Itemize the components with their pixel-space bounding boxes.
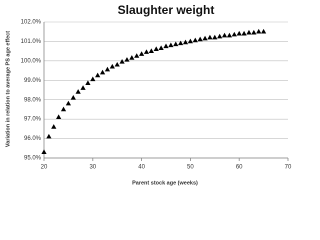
marker xyxy=(173,41,179,47)
x-tick-label: 40 xyxy=(138,165,145,171)
chart-title: Slaughter weight xyxy=(118,3,215,17)
marker xyxy=(207,34,213,40)
y-tick-label: 97.0% xyxy=(24,117,42,123)
y-tick-label: 99.0% xyxy=(24,78,42,84)
marker xyxy=(139,51,145,56)
marker xyxy=(202,35,208,41)
y-tick-label: 95.0% xyxy=(24,156,42,162)
marker xyxy=(75,89,81,94)
marker xyxy=(192,37,198,43)
x-tick-label: 70 xyxy=(285,165,292,171)
x-tick-label: 50 xyxy=(187,165,194,171)
marker xyxy=(65,100,71,106)
marker xyxy=(251,29,257,35)
marker xyxy=(99,69,106,75)
marker xyxy=(109,63,115,69)
x-axis-title: Parent stock age (weeks) xyxy=(132,180,198,186)
marker xyxy=(246,29,252,35)
y-tick-label: 96.0% xyxy=(24,136,42,142)
marker xyxy=(95,72,101,78)
marker xyxy=(182,39,189,45)
y-tick-label: 98.0% xyxy=(24,97,42,103)
marker xyxy=(148,48,154,53)
marker xyxy=(178,40,184,46)
marker xyxy=(134,53,140,58)
marker xyxy=(231,31,237,37)
y-tick-label: 102.0% xyxy=(21,20,42,26)
marker xyxy=(168,42,174,48)
marker xyxy=(226,32,233,38)
marker xyxy=(256,28,262,34)
marker xyxy=(104,66,111,72)
marker xyxy=(56,114,62,119)
marker xyxy=(143,49,150,54)
marker xyxy=(46,133,52,139)
marker xyxy=(80,85,86,90)
x-tick-label: 60 xyxy=(236,165,243,171)
marker xyxy=(236,30,242,36)
marker xyxy=(221,32,228,38)
marker xyxy=(197,36,203,42)
y-axis-title: Variation in relation to average PS age … xyxy=(5,31,11,147)
page: Slaughter weight Parent stock age (weeks… xyxy=(5,3,292,187)
x-tick-label: 20 xyxy=(41,165,48,171)
x-tick-label: 30 xyxy=(89,165,96,171)
y-tick-label: 101.0% xyxy=(21,39,42,45)
marker xyxy=(41,149,47,154)
chart: Slaughter weight Parent stock age (weeks… xyxy=(5,3,292,186)
marker xyxy=(241,30,247,36)
marker xyxy=(187,38,193,44)
marker xyxy=(158,45,164,51)
marker xyxy=(163,43,169,49)
marker xyxy=(124,57,130,62)
marker xyxy=(60,106,67,112)
marker xyxy=(70,94,76,100)
marker xyxy=(90,76,96,82)
marker xyxy=(119,59,125,64)
marker xyxy=(261,28,267,34)
y-tick-label: 100.0% xyxy=(21,58,42,64)
marker xyxy=(129,55,135,60)
marker xyxy=(153,46,159,51)
marker xyxy=(212,34,218,40)
marker xyxy=(51,124,57,129)
marker xyxy=(217,33,223,39)
marker xyxy=(114,61,120,67)
marker xyxy=(85,80,91,85)
